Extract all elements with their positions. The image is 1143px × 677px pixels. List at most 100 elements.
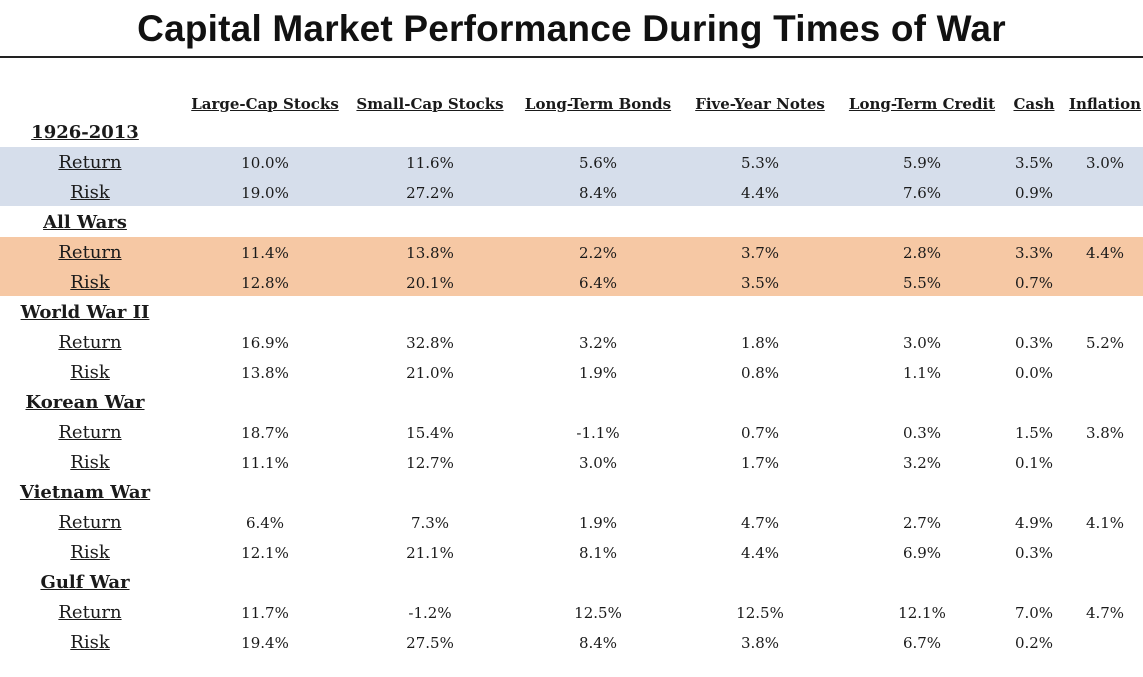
- table-cell: 5.5%: [902, 274, 942, 292]
- table-cell: 18.7%: [241, 424, 289, 442]
- section-header: 1926-2013: [31, 122, 139, 143]
- table-cell: 4.7%: [1085, 604, 1125, 622]
- table-cell: 1.8%: [740, 334, 780, 352]
- table-cell: 12.5%: [736, 604, 784, 622]
- table-cell: 0.3%: [1014, 544, 1054, 562]
- table-cell: 13.8%: [406, 244, 454, 262]
- column-header: Five-Year Notes: [695, 95, 825, 113]
- table-cell: 21.0%: [406, 364, 454, 382]
- table-cell: 32.8%: [406, 334, 454, 352]
- title-divider: [0, 56, 1143, 58]
- table-cell: 4.4%: [1085, 244, 1125, 262]
- table-cell: 4.4%: [740, 184, 780, 202]
- table-cell: 8.4%: [578, 184, 618, 202]
- table-cell: 7.3%: [410, 514, 450, 532]
- table-cell: 4.4%: [740, 544, 780, 562]
- table-cell: 2.7%: [902, 514, 942, 532]
- table-cell: -1.1%: [576, 424, 620, 442]
- table-cell: 2.8%: [902, 244, 942, 262]
- section-header: Korean War: [25, 392, 145, 413]
- table-cell: 21.1%: [406, 544, 454, 562]
- table-cell: 15.4%: [406, 424, 454, 442]
- table-cell: 3.2%: [902, 454, 942, 472]
- row-label: Return: [58, 332, 122, 353]
- table-cell: 11.1%: [241, 454, 289, 472]
- column-header: Large-Cap Stocks: [191, 95, 339, 113]
- row-label: Return: [58, 242, 122, 263]
- table-cell: 6.4%: [578, 274, 618, 292]
- table-cell: 27.5%: [406, 634, 454, 652]
- table-cell: 5.6%: [578, 154, 618, 172]
- table-cell: 3.5%: [1014, 154, 1054, 172]
- table-cell: 4.7%: [740, 514, 780, 532]
- table-cell: 1.1%: [902, 364, 942, 382]
- table-cell: 27.2%: [406, 184, 454, 202]
- row-label: Risk: [70, 272, 110, 293]
- table-cell: 2.2%: [578, 244, 618, 262]
- table-cell: 0.7%: [1014, 274, 1054, 292]
- table-cell: 3.8%: [1085, 424, 1125, 442]
- table-cell: 5.3%: [740, 154, 780, 172]
- row-label: Risk: [70, 182, 110, 203]
- table-cell: 1.5%: [1014, 424, 1054, 442]
- table-cell: 6.9%: [902, 544, 942, 562]
- table-cell: 0.3%: [1014, 334, 1054, 352]
- column-header: Cash: [1013, 95, 1055, 113]
- table-cell: 3.0%: [1085, 154, 1125, 172]
- table-cell: 4.1%: [1085, 514, 1125, 532]
- column-header: Long-Term Credit: [848, 95, 996, 113]
- row-label: Risk: [70, 452, 110, 473]
- table-cell: 3.8%: [740, 634, 780, 652]
- table-cell: 12.7%: [406, 454, 454, 472]
- table-cell: 12.1%: [898, 604, 946, 622]
- table-cell: 10.0%: [241, 154, 289, 172]
- table-cell: 12.5%: [574, 604, 622, 622]
- table-cell: 3.5%: [740, 274, 780, 292]
- table-cell: 5.2%: [1085, 334, 1125, 352]
- table-cell: 12.1%: [241, 544, 289, 562]
- table-cell: -1.2%: [408, 604, 452, 622]
- table-cell: 3.0%: [902, 334, 942, 352]
- table-cell: 3.7%: [740, 244, 780, 262]
- page-title: Capital Market Performance During Times …: [137, 8, 1006, 49]
- row-label: Risk: [70, 632, 110, 653]
- table-cell: 19.4%: [241, 634, 289, 652]
- table-cell: 13.8%: [241, 364, 289, 382]
- column-header: Inflation: [1068, 95, 1142, 113]
- section-header: Gulf War: [40, 572, 130, 593]
- section-header: Vietnam War: [19, 482, 151, 503]
- table-cell: 3.2%: [578, 334, 618, 352]
- table-cell: 8.4%: [578, 634, 618, 652]
- table-cell: 0.9%: [1014, 184, 1054, 202]
- row-label: Return: [58, 152, 122, 173]
- column-header: Small-Cap Stocks: [356, 95, 504, 113]
- table-cell: 0.7%: [740, 424, 780, 442]
- table-cell: 11.6%: [406, 154, 454, 172]
- section-header: World War II: [20, 302, 150, 323]
- table-cell: 3.3%: [1014, 244, 1054, 262]
- table-cell: 6.4%: [245, 514, 285, 532]
- table-cell: 4.9%: [1014, 514, 1054, 532]
- row-label: Risk: [70, 542, 110, 563]
- table-cell: 0.1%: [1014, 454, 1054, 472]
- table-cell: 0.0%: [1014, 364, 1054, 382]
- table-cell: 16.9%: [241, 334, 289, 352]
- table-cell: 6.7%: [902, 634, 942, 652]
- table-cell: 3.0%: [578, 454, 618, 472]
- table-cell: 0.3%: [902, 424, 942, 442]
- section-header: All Wars: [43, 212, 127, 233]
- table-cell: 7.6%: [902, 184, 942, 202]
- table-cell: 0.8%: [740, 364, 780, 382]
- table-cell: 7.0%: [1014, 604, 1054, 622]
- table-cell: 8.1%: [578, 544, 618, 562]
- table-cell: 1.7%: [740, 454, 780, 472]
- row-label: Return: [58, 512, 122, 533]
- table-cell: 19.0%: [241, 184, 289, 202]
- highlight-band: [0, 237, 1143, 296]
- table-cell: 12.8%: [241, 274, 289, 292]
- highlight-band: [0, 147, 1143, 206]
- row-label: Return: [58, 422, 122, 443]
- table-cell: 11.7%: [241, 604, 289, 622]
- table-cell: 1.9%: [578, 364, 618, 382]
- row-label: Return: [58, 602, 122, 623]
